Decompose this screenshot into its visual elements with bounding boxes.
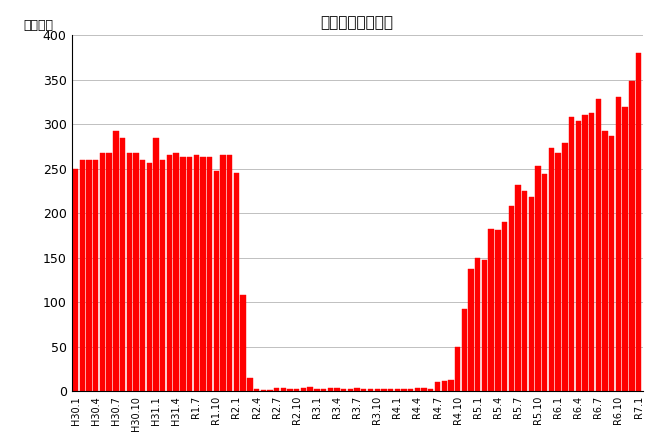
- Bar: [140, 160, 146, 391]
- Bar: [167, 156, 172, 391]
- Bar: [428, 388, 434, 391]
- Bar: [274, 388, 279, 391]
- Bar: [260, 390, 266, 391]
- Bar: [281, 388, 286, 391]
- Bar: [328, 388, 333, 391]
- Bar: [475, 258, 480, 391]
- Bar: [180, 157, 186, 391]
- Bar: [415, 388, 420, 391]
- Bar: [462, 309, 467, 391]
- Bar: [107, 153, 112, 391]
- Bar: [549, 149, 554, 391]
- Bar: [341, 388, 347, 391]
- Bar: [455, 347, 460, 391]
- Bar: [609, 136, 614, 391]
- Bar: [575, 121, 581, 391]
- Bar: [395, 389, 400, 391]
- Bar: [442, 381, 447, 391]
- Bar: [448, 380, 453, 391]
- Bar: [80, 160, 85, 391]
- Bar: [355, 388, 360, 391]
- Bar: [535, 166, 541, 391]
- Bar: [254, 389, 259, 391]
- Title: 訪日外客数の推移: 訪日外客数の推移: [320, 15, 393, 30]
- Bar: [623, 107, 628, 391]
- Bar: [314, 388, 320, 391]
- Bar: [482, 260, 487, 391]
- Bar: [515, 185, 521, 391]
- Bar: [234, 173, 239, 391]
- Bar: [569, 117, 574, 391]
- Bar: [227, 156, 233, 391]
- Bar: [469, 269, 474, 391]
- Bar: [542, 174, 548, 391]
- Bar: [187, 157, 192, 391]
- Bar: [435, 382, 440, 391]
- Bar: [100, 153, 105, 391]
- Bar: [388, 388, 393, 391]
- Bar: [348, 388, 353, 391]
- Bar: [147, 163, 152, 391]
- Bar: [241, 295, 246, 391]
- Bar: [374, 389, 380, 391]
- Text: （万人）: （万人）: [23, 19, 53, 32]
- Bar: [247, 378, 252, 391]
- Bar: [93, 160, 98, 391]
- Bar: [629, 81, 635, 391]
- Bar: [268, 390, 273, 391]
- Bar: [596, 99, 601, 391]
- Bar: [488, 229, 494, 391]
- Bar: [200, 157, 206, 391]
- Bar: [113, 132, 119, 391]
- Bar: [502, 222, 507, 391]
- Bar: [160, 160, 165, 391]
- Bar: [127, 153, 132, 391]
- Bar: [589, 113, 594, 391]
- Bar: [194, 156, 199, 391]
- Bar: [308, 387, 313, 391]
- Bar: [495, 230, 501, 391]
- Bar: [294, 388, 299, 391]
- Bar: [509, 206, 514, 391]
- Bar: [616, 97, 621, 391]
- Bar: [408, 388, 413, 391]
- Bar: [529, 197, 534, 391]
- Bar: [214, 170, 219, 391]
- Bar: [154, 138, 159, 391]
- Bar: [321, 389, 326, 391]
- Bar: [334, 388, 339, 391]
- Bar: [120, 138, 125, 391]
- Bar: [207, 157, 212, 391]
- Bar: [86, 160, 92, 391]
- Bar: [602, 131, 608, 391]
- Bar: [401, 388, 407, 391]
- Bar: [361, 388, 366, 391]
- Bar: [368, 389, 373, 391]
- Bar: [220, 156, 226, 391]
- Bar: [287, 388, 293, 391]
- Bar: [73, 169, 78, 391]
- Bar: [422, 388, 427, 391]
- Bar: [562, 143, 567, 391]
- Bar: [133, 153, 138, 391]
- Bar: [522, 191, 527, 391]
- Bar: [583, 116, 588, 391]
- Bar: [173, 153, 179, 391]
- Bar: [556, 153, 561, 391]
- Bar: [381, 389, 387, 391]
- Bar: [301, 388, 306, 391]
- Bar: [636, 53, 641, 391]
